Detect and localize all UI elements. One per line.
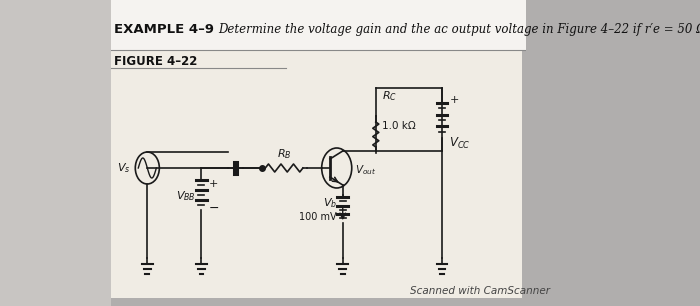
Text: 100 mV: 100 mV	[299, 212, 337, 222]
Text: $R_C$: $R_C$	[382, 89, 397, 103]
Text: $V_s$: $V_s$	[118, 161, 131, 175]
Bar	[111, 0, 526, 50]
Text: EXAMPLE 4–9: EXAMPLE 4–9	[114, 23, 214, 35]
Text: $V_{CC}$: $V_{CC}$	[449, 136, 471, 151]
Text: $V_{BB}$: $V_{BB}$	[176, 189, 195, 203]
Text: $R_B$: $R_B$	[276, 147, 291, 161]
Text: Scanned with CamScanner: Scanned with CamScanner	[410, 286, 550, 296]
Text: +: +	[449, 95, 459, 105]
Text: +: +	[209, 179, 218, 189]
Text: 1.0 kΩ: 1.0 kΩ	[382, 121, 416, 131]
Text: FIGURE 4–22: FIGURE 4–22	[114, 54, 197, 68]
Text: Determine the voltage gain and the ac output voltage in Figure 4–22 if r′e = 50 : Determine the voltage gain and the ac ou…	[218, 23, 700, 35]
Bar	[111, 50, 522, 298]
Text: −: −	[209, 201, 219, 215]
Text: $V_b$: $V_b$	[323, 196, 337, 210]
Bar	[0, 0, 111, 306]
Text: $V_{out}$: $V_{out}$	[355, 163, 376, 177]
